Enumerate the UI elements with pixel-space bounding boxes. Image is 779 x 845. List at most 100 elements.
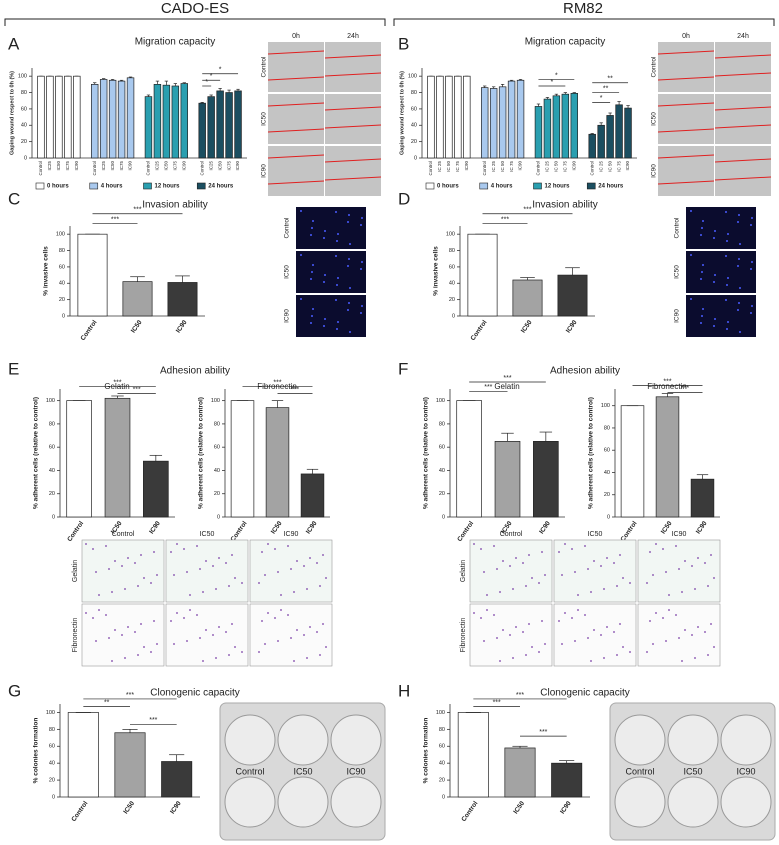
cell-dot	[258, 651, 260, 653]
image-column-label: Control	[112, 531, 135, 538]
cell-dot	[228, 585, 230, 587]
wound-edge	[657, 128, 715, 133]
x-tick-label: IC90	[148, 520, 162, 536]
bar	[300, 473, 325, 518]
cell-dot	[311, 227, 313, 229]
cell-dot	[337, 321, 339, 323]
y-tick-label: 80	[49, 727, 55, 733]
cell-dot	[287, 614, 289, 616]
wound-edge	[324, 72, 382, 77]
cell-dot	[738, 258, 740, 260]
error-bar	[536, 103, 541, 107]
cell-dot	[337, 277, 339, 279]
cell-dot	[105, 545, 107, 547]
y-tick-label: 40	[439, 761, 445, 767]
error-bar	[122, 729, 138, 733]
image-column-label: IC90	[672, 531, 687, 538]
cell-dot	[750, 224, 752, 226]
cell-dot	[701, 227, 703, 229]
cell-dot	[483, 640, 485, 642]
cell-dot	[496, 637, 498, 639]
cell-dot	[707, 654, 709, 656]
legend-swatch	[586, 182, 596, 190]
image-row-label: IC50	[674, 265, 681, 279]
panel-letter: H	[398, 681, 410, 700]
cell-dot	[293, 660, 295, 662]
cell-dot	[325, 646, 327, 648]
cell-dot	[228, 654, 230, 656]
bar	[494, 441, 521, 518]
cell-dot	[700, 234, 702, 236]
y-tick-label: 0	[217, 514, 220, 520]
x-tick-label: IC50	[164, 161, 169, 171]
significance-label: *	[210, 73, 213, 80]
wound-edge	[714, 176, 772, 181]
image-row-label: Control	[674, 217, 681, 239]
x-tick-label: IC 25	[598, 161, 603, 172]
cell-dot	[725, 211, 727, 213]
adhesion-image	[165, 603, 249, 667]
cell-dot	[502, 629, 504, 631]
cell-dot	[150, 582, 152, 584]
significance-label: ***	[291, 386, 299, 393]
cell-dot	[750, 268, 752, 270]
significance-label: ***	[681, 385, 689, 392]
error-bar	[509, 79, 514, 82]
significance-label: *	[555, 72, 558, 79]
error-bar	[155, 80, 160, 85]
adhesion-image	[553, 603, 637, 667]
cell-dot	[499, 591, 501, 593]
cell-dot	[156, 574, 158, 576]
bar	[99, 79, 108, 159]
cell-dot	[290, 637, 292, 639]
cell-dot	[652, 643, 654, 645]
chart-title: Invasion ability	[142, 200, 208, 211]
wound-image	[325, 42, 381, 92]
cell-dot	[593, 629, 595, 631]
cell-dot	[98, 594, 100, 596]
cell-dot	[225, 562, 227, 564]
cell-dot	[700, 322, 702, 324]
y-tick-label: 80	[411, 90, 417, 96]
y-tick-label: 0	[442, 514, 445, 520]
cell-dot	[713, 237, 715, 239]
group-bracket	[393, 18, 775, 26]
plate-label: IC50	[683, 766, 702, 776]
panel-letter: C	[8, 189, 20, 208]
cell-dot	[324, 318, 326, 320]
panel-letter: A	[8, 34, 20, 53]
cell-dot	[678, 568, 680, 570]
cell-dot	[681, 660, 683, 662]
y-tick-label: 100	[601, 403, 610, 409]
plate-label: Control	[235, 766, 264, 776]
image-row-label: IC50	[261, 112, 268, 126]
cell-dot	[108, 568, 110, 570]
image-column-label: 0h	[292, 33, 300, 40]
wound-edge	[324, 106, 382, 111]
error-bar	[539, 431, 553, 442]
cell-dot	[564, 543, 566, 545]
y-tick-label: 100	[211, 398, 220, 404]
error-bar	[169, 754, 185, 762]
legend-swatch	[425, 182, 435, 190]
wound-image	[658, 42, 714, 92]
cell-dot	[205, 629, 207, 631]
cell-dot	[629, 582, 631, 584]
y-tick-label: 40	[439, 468, 445, 474]
group-bracket	[4, 18, 386, 26]
cell-dot	[726, 284, 728, 286]
wound-image	[658, 146, 714, 196]
x-tick-label: IC75	[65, 161, 70, 171]
x-tick-label: IC 75	[509, 161, 514, 172]
cell-dot	[231, 623, 233, 625]
x-tick-label: Control	[482, 161, 487, 176]
chart-title: Fibronectin	[647, 382, 687, 391]
x-tick-label: IC25	[208, 161, 213, 171]
cell-dot	[726, 328, 728, 330]
cell-dot	[713, 577, 715, 579]
x-tick-label: Control	[460, 800, 479, 823]
significance-label: ***	[126, 692, 134, 699]
cell-dot	[323, 325, 325, 327]
cell-dot	[280, 594, 282, 596]
